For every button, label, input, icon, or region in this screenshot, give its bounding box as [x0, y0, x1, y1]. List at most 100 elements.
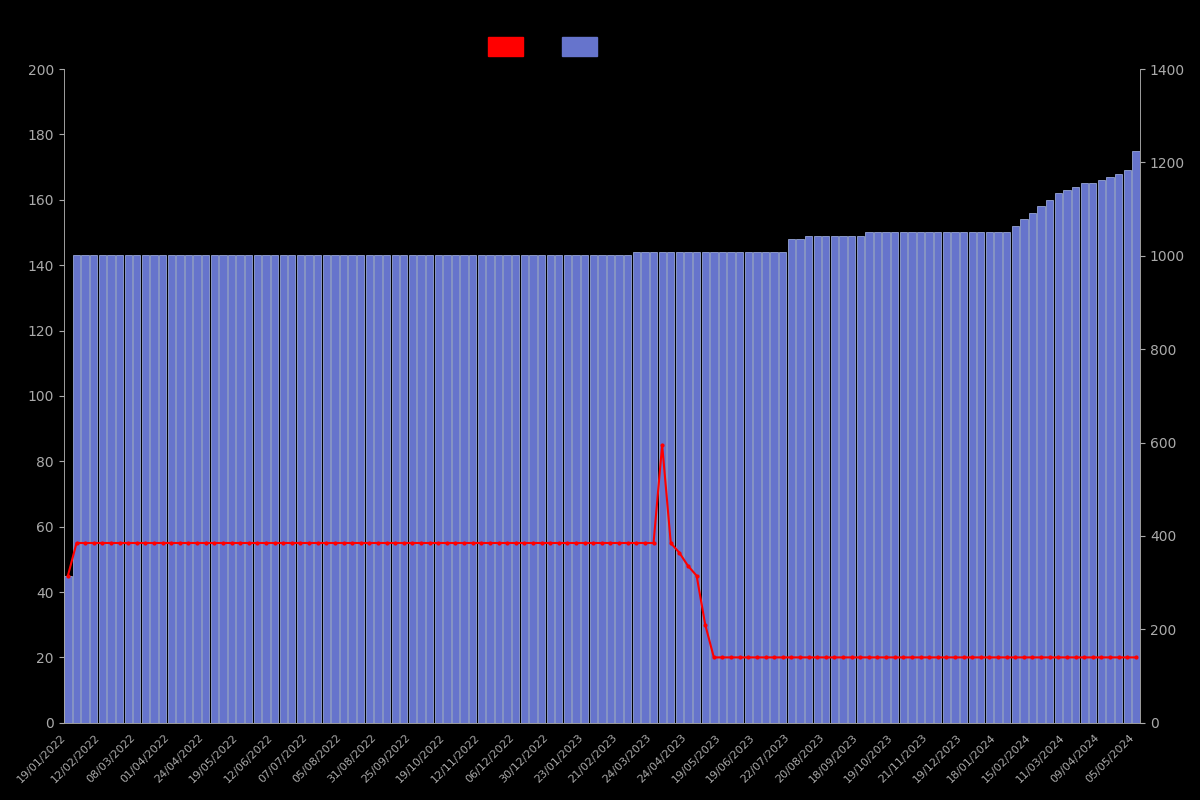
Bar: [280, 255, 287, 722]
Bar: [908, 233, 916, 722]
Bar: [504, 255, 511, 722]
Bar: [676, 252, 683, 722]
Bar: [599, 255, 606, 722]
Bar: [288, 255, 295, 722]
Bar: [202, 255, 209, 722]
Bar: [830, 236, 838, 722]
Bar: [692, 252, 701, 722]
Bar: [168, 255, 175, 722]
Bar: [848, 236, 856, 722]
Bar: [314, 255, 322, 722]
Bar: [702, 252, 709, 722]
Bar: [925, 233, 932, 722]
Bar: [1090, 183, 1097, 722]
Bar: [874, 233, 881, 722]
Bar: [952, 233, 959, 722]
Bar: [358, 255, 365, 722]
Bar: [271, 255, 278, 722]
Bar: [158, 255, 167, 722]
Bar: [512, 255, 520, 722]
Bar: [494, 255, 502, 722]
Bar: [461, 255, 468, 722]
Bar: [125, 255, 132, 722]
Bar: [960, 233, 967, 722]
Bar: [659, 252, 666, 722]
Bar: [478, 255, 485, 722]
Bar: [82, 255, 89, 722]
Bar: [220, 255, 227, 722]
Bar: [1063, 190, 1070, 722]
Bar: [1020, 219, 1027, 722]
Bar: [434, 255, 442, 722]
Bar: [745, 252, 752, 722]
Bar: [1080, 183, 1088, 722]
Bar: [839, 236, 847, 722]
Bar: [572, 255, 580, 722]
Bar: [624, 255, 631, 722]
Bar: [400, 255, 408, 722]
Bar: [529, 255, 536, 722]
Bar: [340, 255, 347, 722]
Bar: [418, 255, 425, 722]
Bar: [150, 255, 157, 722]
Bar: [409, 255, 416, 722]
Bar: [1098, 180, 1105, 722]
Bar: [185, 255, 192, 722]
Bar: [521, 255, 528, 722]
Bar: [228, 255, 235, 722]
Bar: [546, 255, 554, 722]
Bar: [943, 233, 950, 722]
Bar: [1003, 233, 1010, 722]
Bar: [452, 255, 460, 722]
Bar: [632, 252, 640, 722]
Bar: [710, 252, 718, 722]
Bar: [176, 255, 184, 722]
Bar: [366, 255, 373, 722]
Legend: , : ,: [488, 37, 607, 56]
Bar: [305, 255, 313, 722]
Bar: [211, 255, 218, 722]
Bar: [865, 233, 872, 722]
Bar: [650, 252, 658, 722]
Bar: [589, 255, 596, 722]
Bar: [296, 255, 304, 722]
Bar: [581, 255, 588, 722]
Bar: [348, 255, 355, 722]
Bar: [391, 255, 398, 722]
Bar: [727, 252, 734, 722]
Bar: [667, 252, 674, 722]
Bar: [331, 255, 338, 722]
Bar: [641, 252, 649, 722]
Bar: [762, 252, 769, 722]
Bar: [900, 233, 907, 722]
Bar: [719, 252, 726, 722]
Bar: [245, 255, 252, 722]
Bar: [263, 255, 270, 722]
Bar: [797, 239, 804, 722]
Bar: [770, 252, 778, 722]
Bar: [736, 252, 743, 722]
Bar: [116, 255, 124, 722]
Bar: [985, 233, 994, 722]
Bar: [323, 255, 330, 722]
Bar: [443, 255, 450, 722]
Bar: [1115, 174, 1122, 722]
Bar: [754, 252, 761, 722]
Bar: [857, 236, 864, 722]
Bar: [374, 255, 382, 722]
Bar: [684, 252, 691, 722]
Bar: [426, 255, 433, 722]
Bar: [1038, 206, 1045, 722]
Bar: [236, 255, 244, 722]
Bar: [995, 233, 1002, 722]
Bar: [90, 255, 97, 722]
Bar: [193, 255, 200, 722]
Bar: [616, 255, 623, 722]
Bar: [98, 255, 106, 722]
Bar: [779, 252, 786, 722]
Bar: [1123, 170, 1130, 722]
Bar: [107, 255, 115, 722]
Bar: [607, 255, 614, 722]
Bar: [977, 233, 984, 722]
Bar: [805, 236, 812, 722]
